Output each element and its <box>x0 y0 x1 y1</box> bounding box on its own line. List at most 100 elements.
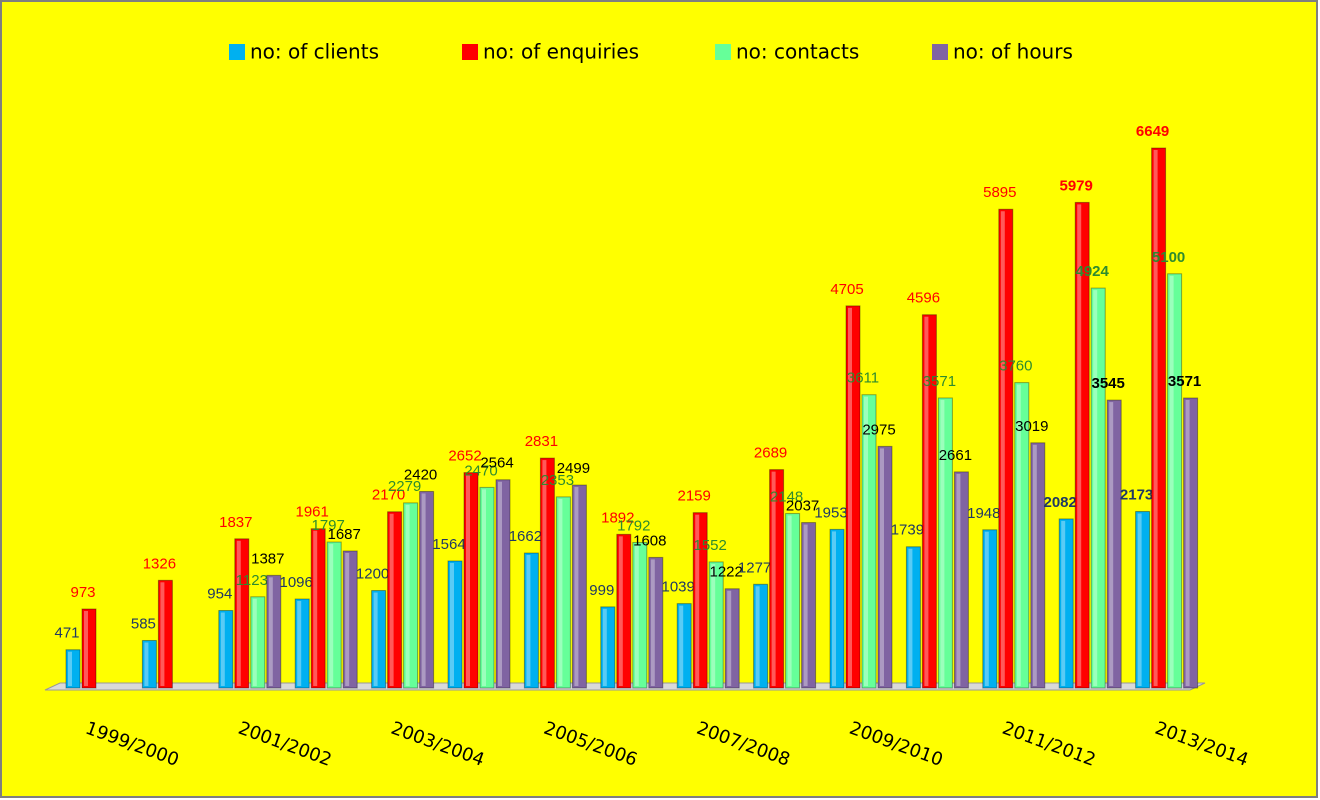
bar-highlight <box>84 610 88 686</box>
data-label: 1948 <box>967 505 1000 522</box>
data-label: 1892 <box>601 509 634 526</box>
data-label: 2082 <box>1044 494 1077 511</box>
bar <box>387 511 403 689</box>
bar-highlight <box>1169 275 1174 686</box>
data-label: 1552 <box>694 537 727 554</box>
bar <box>371 590 387 689</box>
bar <box>785 513 801 689</box>
bar-highlight <box>268 577 273 686</box>
data-label: 1096 <box>280 574 313 591</box>
legend-swatch <box>715 44 731 60</box>
data-label: 1687 <box>328 526 361 543</box>
bar <box>250 596 266 689</box>
data-label: 2470 <box>464 462 497 479</box>
bar <box>266 574 282 689</box>
bar <box>555 496 571 689</box>
bar <box>921 314 937 689</box>
bar-highlight <box>787 515 792 686</box>
bar-highlight <box>236 540 241 686</box>
data-label: 1608 <box>633 532 666 549</box>
data-label: 1837 <box>219 514 252 531</box>
bar-highlight <box>558 498 563 686</box>
data-label: 4596 <box>907 290 940 307</box>
bar-highlight <box>160 582 165 686</box>
bar <box>648 556 664 689</box>
bar-highlight <box>1032 444 1037 686</box>
bar <box>632 541 648 689</box>
data-label: 1662 <box>509 528 542 545</box>
bar-highlight <box>450 562 454 686</box>
bar-highlight <box>650 559 655 686</box>
data-label: 2170 <box>372 487 405 504</box>
bar <box>479 486 495 689</box>
bar <box>998 208 1014 689</box>
data-label: 1123 <box>236 572 268 589</box>
data-label: 2661 <box>939 447 972 464</box>
data-label: 3611 <box>847 370 879 387</box>
bar-highlight <box>542 460 547 686</box>
bar <box>692 512 708 689</box>
bar-highlight <box>771 471 776 686</box>
bar <box>234 538 250 689</box>
bar <box>953 471 969 689</box>
bar-highlight <box>634 544 639 686</box>
bar-highlight <box>1016 384 1021 686</box>
data-label: 3571 <box>1168 373 1201 390</box>
bar-highlight <box>1153 150 1158 686</box>
bar <box>403 502 419 689</box>
data-label: 1039 <box>662 579 695 596</box>
bar <box>937 397 953 689</box>
bar-highlight <box>832 531 836 686</box>
bar <box>218 610 234 689</box>
data-label: 999 <box>589 582 614 599</box>
bar-highlight <box>373 592 378 686</box>
data-label: 2564 <box>480 455 513 472</box>
data-label: 1200 <box>356 566 389 583</box>
bar <box>65 649 81 689</box>
bar-highlight <box>1109 402 1114 686</box>
bar <box>905 546 921 689</box>
bar <box>495 479 511 689</box>
bar-highlight <box>313 530 318 686</box>
bar-highlight <box>405 504 410 686</box>
bar <box>447 560 463 689</box>
bar <box>81 608 97 689</box>
bar-highlight <box>908 548 913 686</box>
data-label: 2975 <box>862 421 895 438</box>
bar <box>982 529 998 689</box>
legend-swatch <box>229 44 245 60</box>
bar-highlight <box>252 598 257 686</box>
data-label: 1797 <box>312 517 345 534</box>
data-label: 973 <box>70 584 95 601</box>
data-label: 1953 <box>814 504 847 521</box>
bar-highlight <box>602 608 607 686</box>
legend-swatch <box>462 44 478 60</box>
data-label: 3571 <box>923 373 956 390</box>
bar-highlight <box>755 586 760 686</box>
data-label: 1387 <box>251 550 284 567</box>
bar <box>539 457 555 689</box>
bar <box>845 305 861 689</box>
legend-label: no: of enquiries <box>483 40 639 64</box>
bar-highlight <box>679 605 684 686</box>
bar <box>463 472 479 689</box>
data-label: 3760 <box>999 358 1032 375</box>
bar-highlight <box>389 513 394 686</box>
data-label: 2159 <box>678 488 711 505</box>
data-label: 2689 <box>754 445 787 462</box>
data-label: 1961 <box>296 504 329 521</box>
bar <box>600 606 616 689</box>
bar <box>829 528 845 689</box>
bar <box>342 550 358 689</box>
bar-highlight <box>1061 520 1066 686</box>
data-label: 1792 <box>617 517 650 534</box>
data-label: 1326 <box>143 555 176 572</box>
data-label: 2279 <box>388 478 421 495</box>
bar-highlight <box>1185 399 1190 686</box>
bar-highlight <box>498 481 502 686</box>
data-label: 3545 <box>1092 375 1125 392</box>
bar <box>1183 397 1199 689</box>
bar <box>310 528 326 689</box>
